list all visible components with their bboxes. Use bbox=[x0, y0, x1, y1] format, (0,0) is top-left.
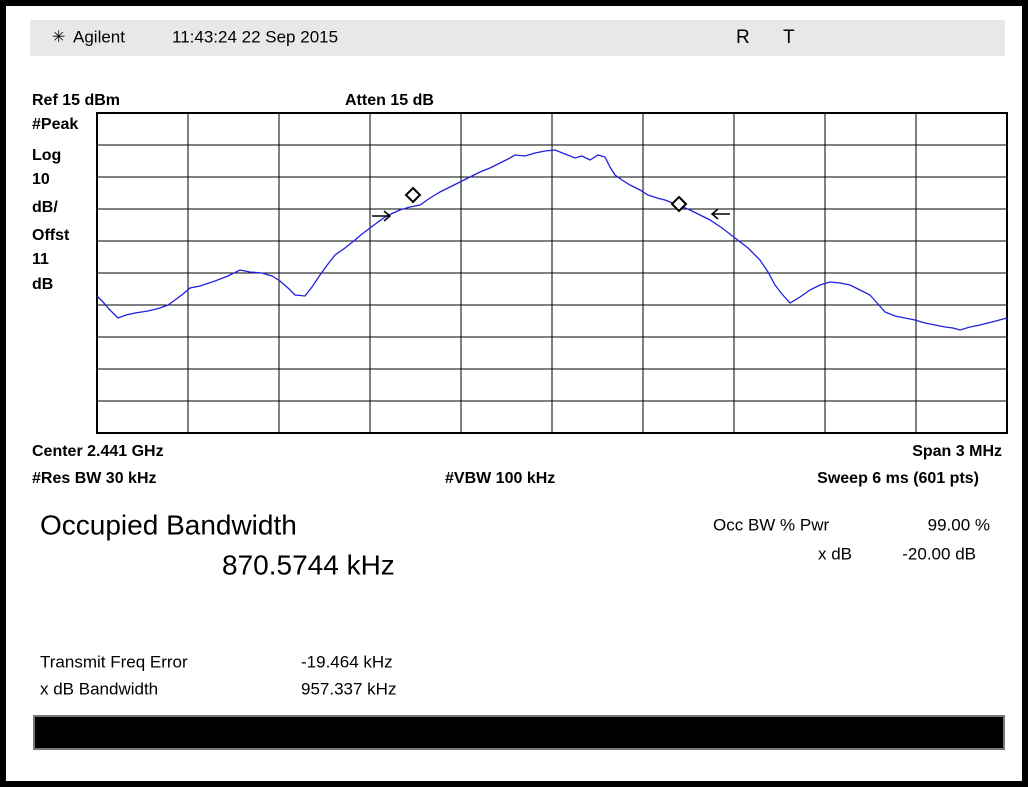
graticule-border bbox=[96, 112, 1008, 434]
status-bar bbox=[33, 715, 1005, 750]
scale-label: Offst bbox=[32, 227, 70, 244]
param-value: -20.00 dB bbox=[902, 544, 976, 563]
ref-level: Ref 15 dBm bbox=[32, 92, 120, 109]
graticule bbox=[97, 113, 1007, 433]
param-value: 99.00 % bbox=[928, 515, 990, 534]
flag: T bbox=[783, 27, 795, 48]
res-bw: #Res BW 30 kHz bbox=[32, 470, 157, 487]
scale-labels: #Peak Log 10 dB/ Offst 11 dB bbox=[32, 116, 78, 293]
datetime: 11:43:24 22 Sep 2015 bbox=[172, 27, 338, 46]
attenuation: Atten 15 dB bbox=[345, 92, 434, 109]
scale-label: dB bbox=[32, 276, 53, 293]
result-label: Transmit Freq Error bbox=[40, 652, 188, 671]
brand: Agilent bbox=[73, 27, 125, 46]
band-arrow bbox=[710, 208, 730, 220]
sweep: Sweep 6 ms (601 pts) bbox=[817, 470, 979, 487]
scale-label: Log bbox=[32, 147, 61, 164]
band-arrow bbox=[372, 210, 392, 222]
measurement-value: 870.5744 kHz bbox=[222, 549, 395, 580]
marker bbox=[670, 195, 688, 213]
logo: ✳ bbox=[52, 29, 65, 46]
result-value: -19.464 kHz bbox=[301, 652, 393, 671]
scale-label: 11 bbox=[32, 251, 49, 268]
scale-label: 10 bbox=[32, 171, 50, 188]
flag: R bbox=[736, 27, 750, 48]
span: Span 3 MHz bbox=[912, 443, 1002, 460]
scale-label: #Peak bbox=[32, 116, 78, 133]
vbw: #VBW 100 kHz bbox=[445, 470, 555, 487]
result-value: 957.337 kHz bbox=[301, 679, 396, 698]
scale-label: dB/ bbox=[32, 199, 58, 216]
param-label: Occ BW % Pwr bbox=[713, 515, 830, 534]
measurement-title: Occupied Bandwidth bbox=[40, 509, 297, 540]
marker bbox=[404, 186, 422, 204]
trace bbox=[96, 149, 1008, 331]
header-bar bbox=[30, 20, 1005, 56]
result-label: x dB Bandwidth bbox=[40, 679, 158, 698]
center-freq: Center 2.441 GHz bbox=[32, 443, 164, 460]
param-label: x dB bbox=[818, 544, 852, 563]
